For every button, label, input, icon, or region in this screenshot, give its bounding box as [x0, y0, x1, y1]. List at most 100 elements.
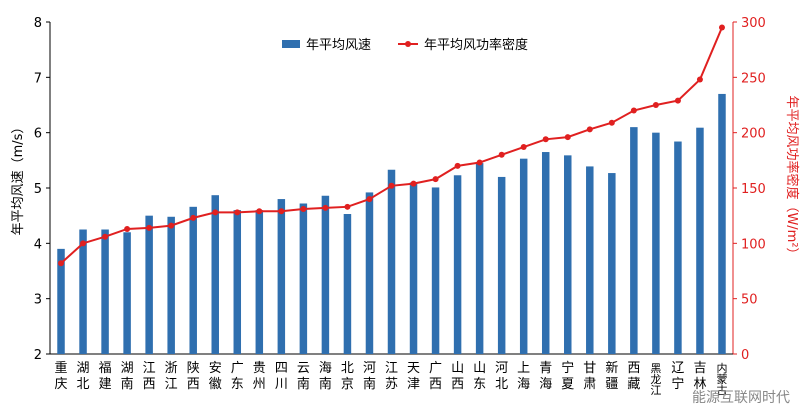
category-label: 上海	[517, 361, 530, 392]
bar	[674, 141, 682, 354]
legend-bar-label: 年平均风速	[306, 38, 371, 53]
bar	[255, 210, 264, 354]
category-label: 安徽	[209, 361, 222, 392]
category-label: 江西	[143, 361, 156, 392]
bar	[696, 127, 704, 354]
bar	[387, 169, 396, 354]
legend-bar-swatch	[282, 40, 300, 48]
line-point	[718, 24, 725, 31]
bar	[57, 248, 65, 354]
category-label: 青海	[539, 361, 552, 392]
line-point	[190, 214, 197, 221]
category-label: 吉林	[693, 361, 706, 392]
line-point	[608, 119, 615, 126]
bar	[409, 182, 418, 354]
bar	[365, 192, 374, 354]
category-label: 湖北	[77, 361, 90, 392]
bar-series	[57, 93, 726, 354]
line-point	[278, 208, 285, 215]
category-label: 新疆	[605, 360, 618, 392]
bar	[277, 199, 286, 354]
category-label: 黑龙江	[650, 362, 661, 397]
category-label: 甘肃	[583, 361, 596, 392]
y-left-tick-label: 7	[34, 71, 42, 86]
bar	[343, 214, 352, 354]
category-label: 广东	[231, 361, 244, 392]
legend-line-marker	[405, 41, 411, 47]
line-point	[652, 102, 659, 108]
line-point	[388, 182, 395, 189]
line-point	[366, 196, 373, 203]
category-label: 陕西	[187, 361, 200, 392]
bar	[299, 203, 308, 354]
line-point	[58, 260, 65, 267]
line-point	[256, 208, 263, 215]
bar	[101, 229, 109, 354]
category-label: 北京	[341, 361, 354, 392]
bar	[586, 166, 594, 354]
bar	[497, 176, 506, 354]
line-point	[630, 107, 637, 114]
bar	[475, 163, 484, 354]
category-label: 内蒙古	[716, 361, 727, 397]
category-label: 湖南	[121, 361, 134, 392]
y-right-tick-label: 200	[741, 127, 766, 142]
line-series	[58, 24, 725, 267]
y-left-tick-label: 6	[34, 127, 42, 142]
line-point	[432, 176, 439, 183]
legend: 年平均风速 年平均风功率密度	[282, 37, 528, 53]
y-left-tick-label: 5	[34, 182, 42, 197]
bar	[652, 132, 660, 354]
category-label: 四川	[275, 361, 288, 392]
y-left-tick-label: 8	[34, 16, 42, 31]
y-axis-left-title: 年平均风速（m/s）	[11, 121, 26, 236]
bar	[431, 187, 440, 354]
line-point	[586, 126, 593, 133]
category-label: 贵州	[253, 361, 266, 392]
line-point	[212, 209, 219, 216]
bar	[718, 93, 726, 354]
line-point	[454, 162, 461, 169]
watermark-text: 能源互联网时代	[692, 390, 790, 406]
y-right-tick-label: 250	[741, 71, 766, 86]
category-label: 西藏	[627, 361, 640, 392]
y-left-tick-label: 2	[34, 348, 42, 363]
category-label: 江苏	[385, 361, 398, 392]
y-right-tick-label: 300	[741, 16, 766, 31]
category-labels: 重庆湖北福建湖南江西浙江陕西安徽广东贵州四川云南海南北京河南江苏天津广西山西山东…	[55, 360, 728, 397]
line-point	[168, 222, 175, 229]
bar	[541, 152, 550, 354]
y-axis-right-title: 年平均风功率密度（W/m²）	[784, 95, 800, 260]
line-point	[234, 209, 241, 216]
category-label: 河南	[363, 361, 376, 392]
line-point	[542, 136, 549, 143]
bar	[211, 195, 219, 354]
category-label: 重庆	[55, 360, 68, 392]
line-point	[300, 206, 307, 213]
bar	[123, 232, 131, 354]
category-label: 山西	[451, 361, 464, 392]
line-point	[410, 180, 417, 187]
category-label: 海南	[319, 361, 332, 392]
line-point	[80, 240, 87, 247]
y-right-tick-label: 100	[741, 237, 766, 252]
legend-line-label: 年平均风功率密度	[424, 37, 528, 53]
bar	[519, 158, 528, 354]
bar	[145, 215, 153, 354]
bar	[189, 206, 197, 354]
bar	[167, 216, 175, 354]
line-point	[322, 204, 329, 211]
line-point	[674, 97, 681, 104]
line-point	[146, 224, 153, 231]
category-label: 天津	[407, 361, 420, 392]
bar	[233, 210, 242, 354]
y-left-tick-label: 4	[34, 237, 42, 252]
line-point	[564, 134, 571, 141]
line-point	[102, 233, 109, 240]
bar	[79, 229, 87, 354]
line-point	[476, 159, 483, 166]
line-point	[520, 144, 527, 151]
category-label: 浙江	[165, 361, 178, 392]
bar	[630, 127, 638, 354]
bar	[321, 195, 330, 354]
